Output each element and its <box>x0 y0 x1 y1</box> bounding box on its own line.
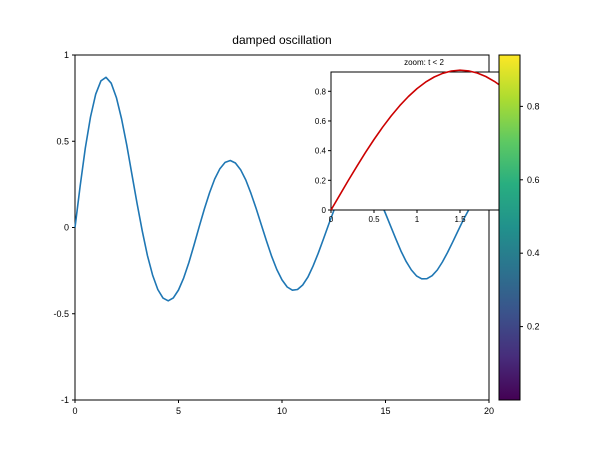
y-tick-label: 0 <box>322 206 327 215</box>
colorbar-tick-label: 0.8 <box>527 101 540 111</box>
colorbar-tick-label: 0.6 <box>527 175 540 185</box>
y-tick-label: -1 <box>61 395 69 405</box>
x-tick-label: 15 <box>380 406 390 416</box>
inset-series-line <box>330 69 504 211</box>
x-tick-label: 10 <box>277 406 287 416</box>
x-tick-label: 5 <box>176 406 181 416</box>
colorbar-ticks: 0.2 0.4 0.6 0.8 <box>520 101 540 332</box>
colorbar <box>498 54 521 401</box>
inset-ticks: 0 0.5 1 1.5 0 0.2 0.4 0.6 0.8 <box>315 87 466 224</box>
inset-axes-frame <box>330 71 504 211</box>
x-tick-label: 0 <box>72 406 77 416</box>
y-tick-label: 0.4 <box>315 147 327 156</box>
colorbar-tick-label: 0.4 <box>527 248 540 258</box>
y-tick-label: 0.5 <box>56 136 69 146</box>
x-tick-label: 1.5 <box>454 215 466 224</box>
y-tick-label: 0.8 <box>315 87 327 96</box>
y-tick-label: -0.5 <box>53 309 69 319</box>
y-tick-label: 0 <box>64 223 69 233</box>
colorbar-tick-label: 0.2 <box>527 322 540 332</box>
main-ticks: 0 5 10 15 20-1-0.500.51 <box>53 50 494 416</box>
main-chart-title: damped oscillation <box>232 33 331 47</box>
x-tick-label: 20 <box>484 406 494 416</box>
y-tick-label: 1 <box>64 50 69 60</box>
x-tick-label: 1 <box>415 215 420 224</box>
inset-chart-title: zoom: t < 2 <box>404 58 444 67</box>
y-tick-label: 0.6 <box>315 117 327 126</box>
main-series-line <box>74 76 490 302</box>
x-tick-label: 0 <box>329 215 334 224</box>
x-tick-label: 0.5 <box>368 215 380 224</box>
y-tick-label: 0.2 <box>315 176 327 185</box>
